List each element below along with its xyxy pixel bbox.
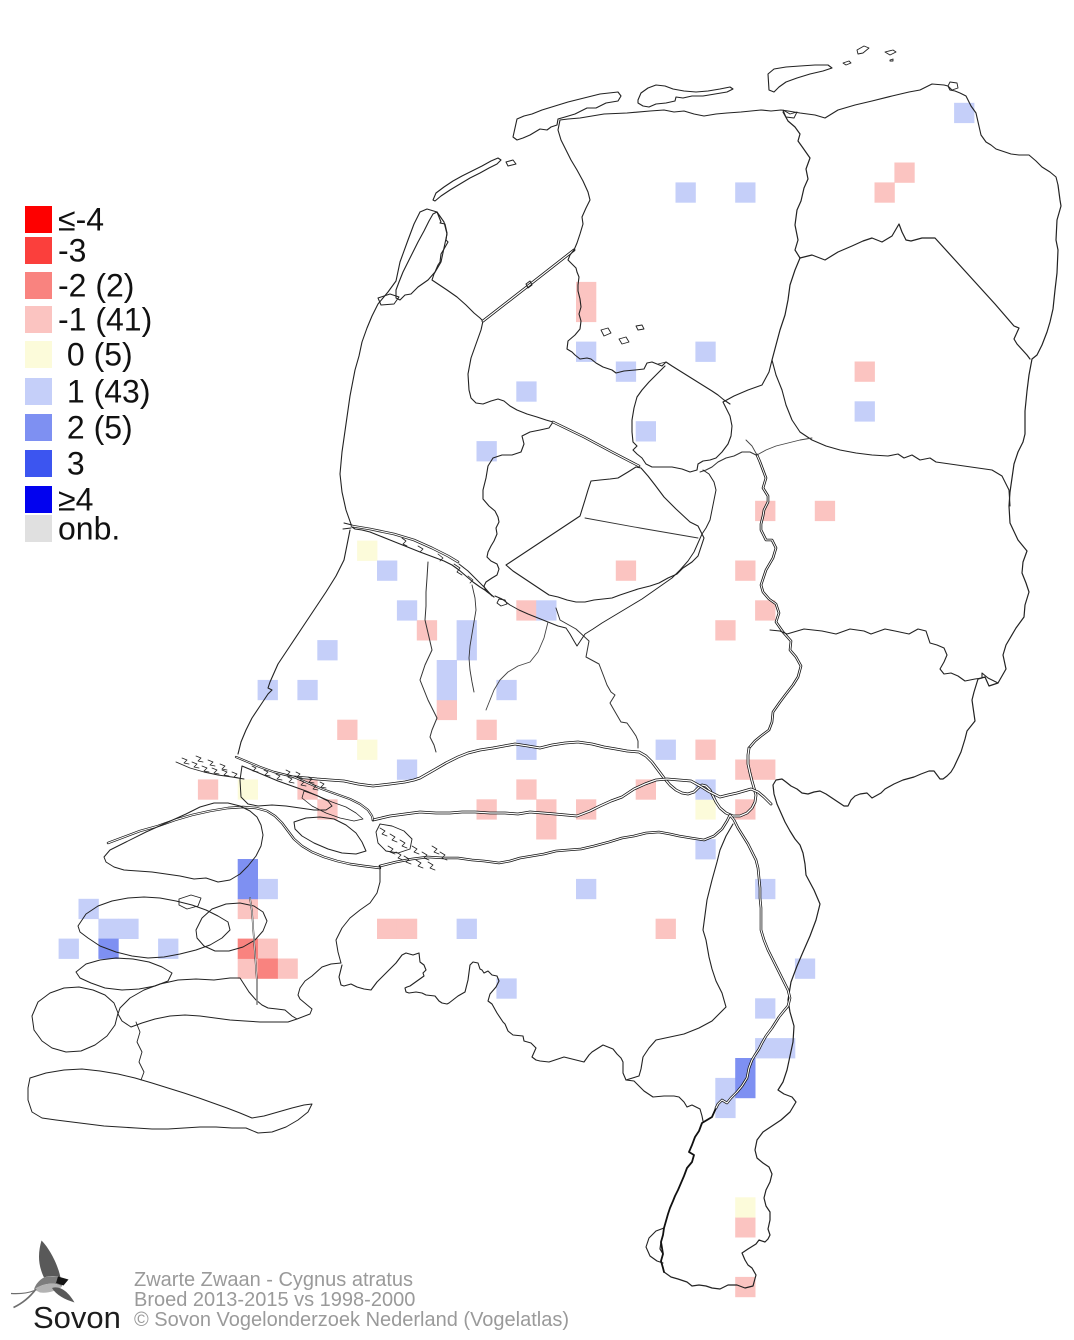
svg-text:Broed 2013-2015 vs 1998-2000: Broed 2013-2015 vs 1998-2000 xyxy=(134,1289,415,1311)
svg-text:Zwarte Zwaan - Cygnus atratus: Zwarte Zwaan - Cygnus atratus xyxy=(134,1269,413,1291)
svg-text:-3: -3 xyxy=(58,233,86,269)
svg-text:3: 3 xyxy=(58,446,85,482)
svg-text:onb.: onb. xyxy=(58,511,120,547)
svg-text:-2 (2): -2 (2) xyxy=(58,268,134,304)
svg-text:≥4: ≥4 xyxy=(58,482,93,518)
svg-text:© Sovon Vogelonderzoek Nederla: © Sovon Vogelonderzoek Nederland (Vogela… xyxy=(134,1309,569,1331)
svg-text:≤-4: ≤-4 xyxy=(58,202,104,238)
svg-text:1 (43): 1 (43) xyxy=(58,374,150,410)
svg-text:-1 (41): -1 (41) xyxy=(58,302,152,338)
svg-text:0 (5): 0 (5) xyxy=(58,337,133,373)
svg-text:Sovon: Sovon xyxy=(33,1300,121,1335)
svg-text:2 (5): 2 (5) xyxy=(58,410,133,446)
